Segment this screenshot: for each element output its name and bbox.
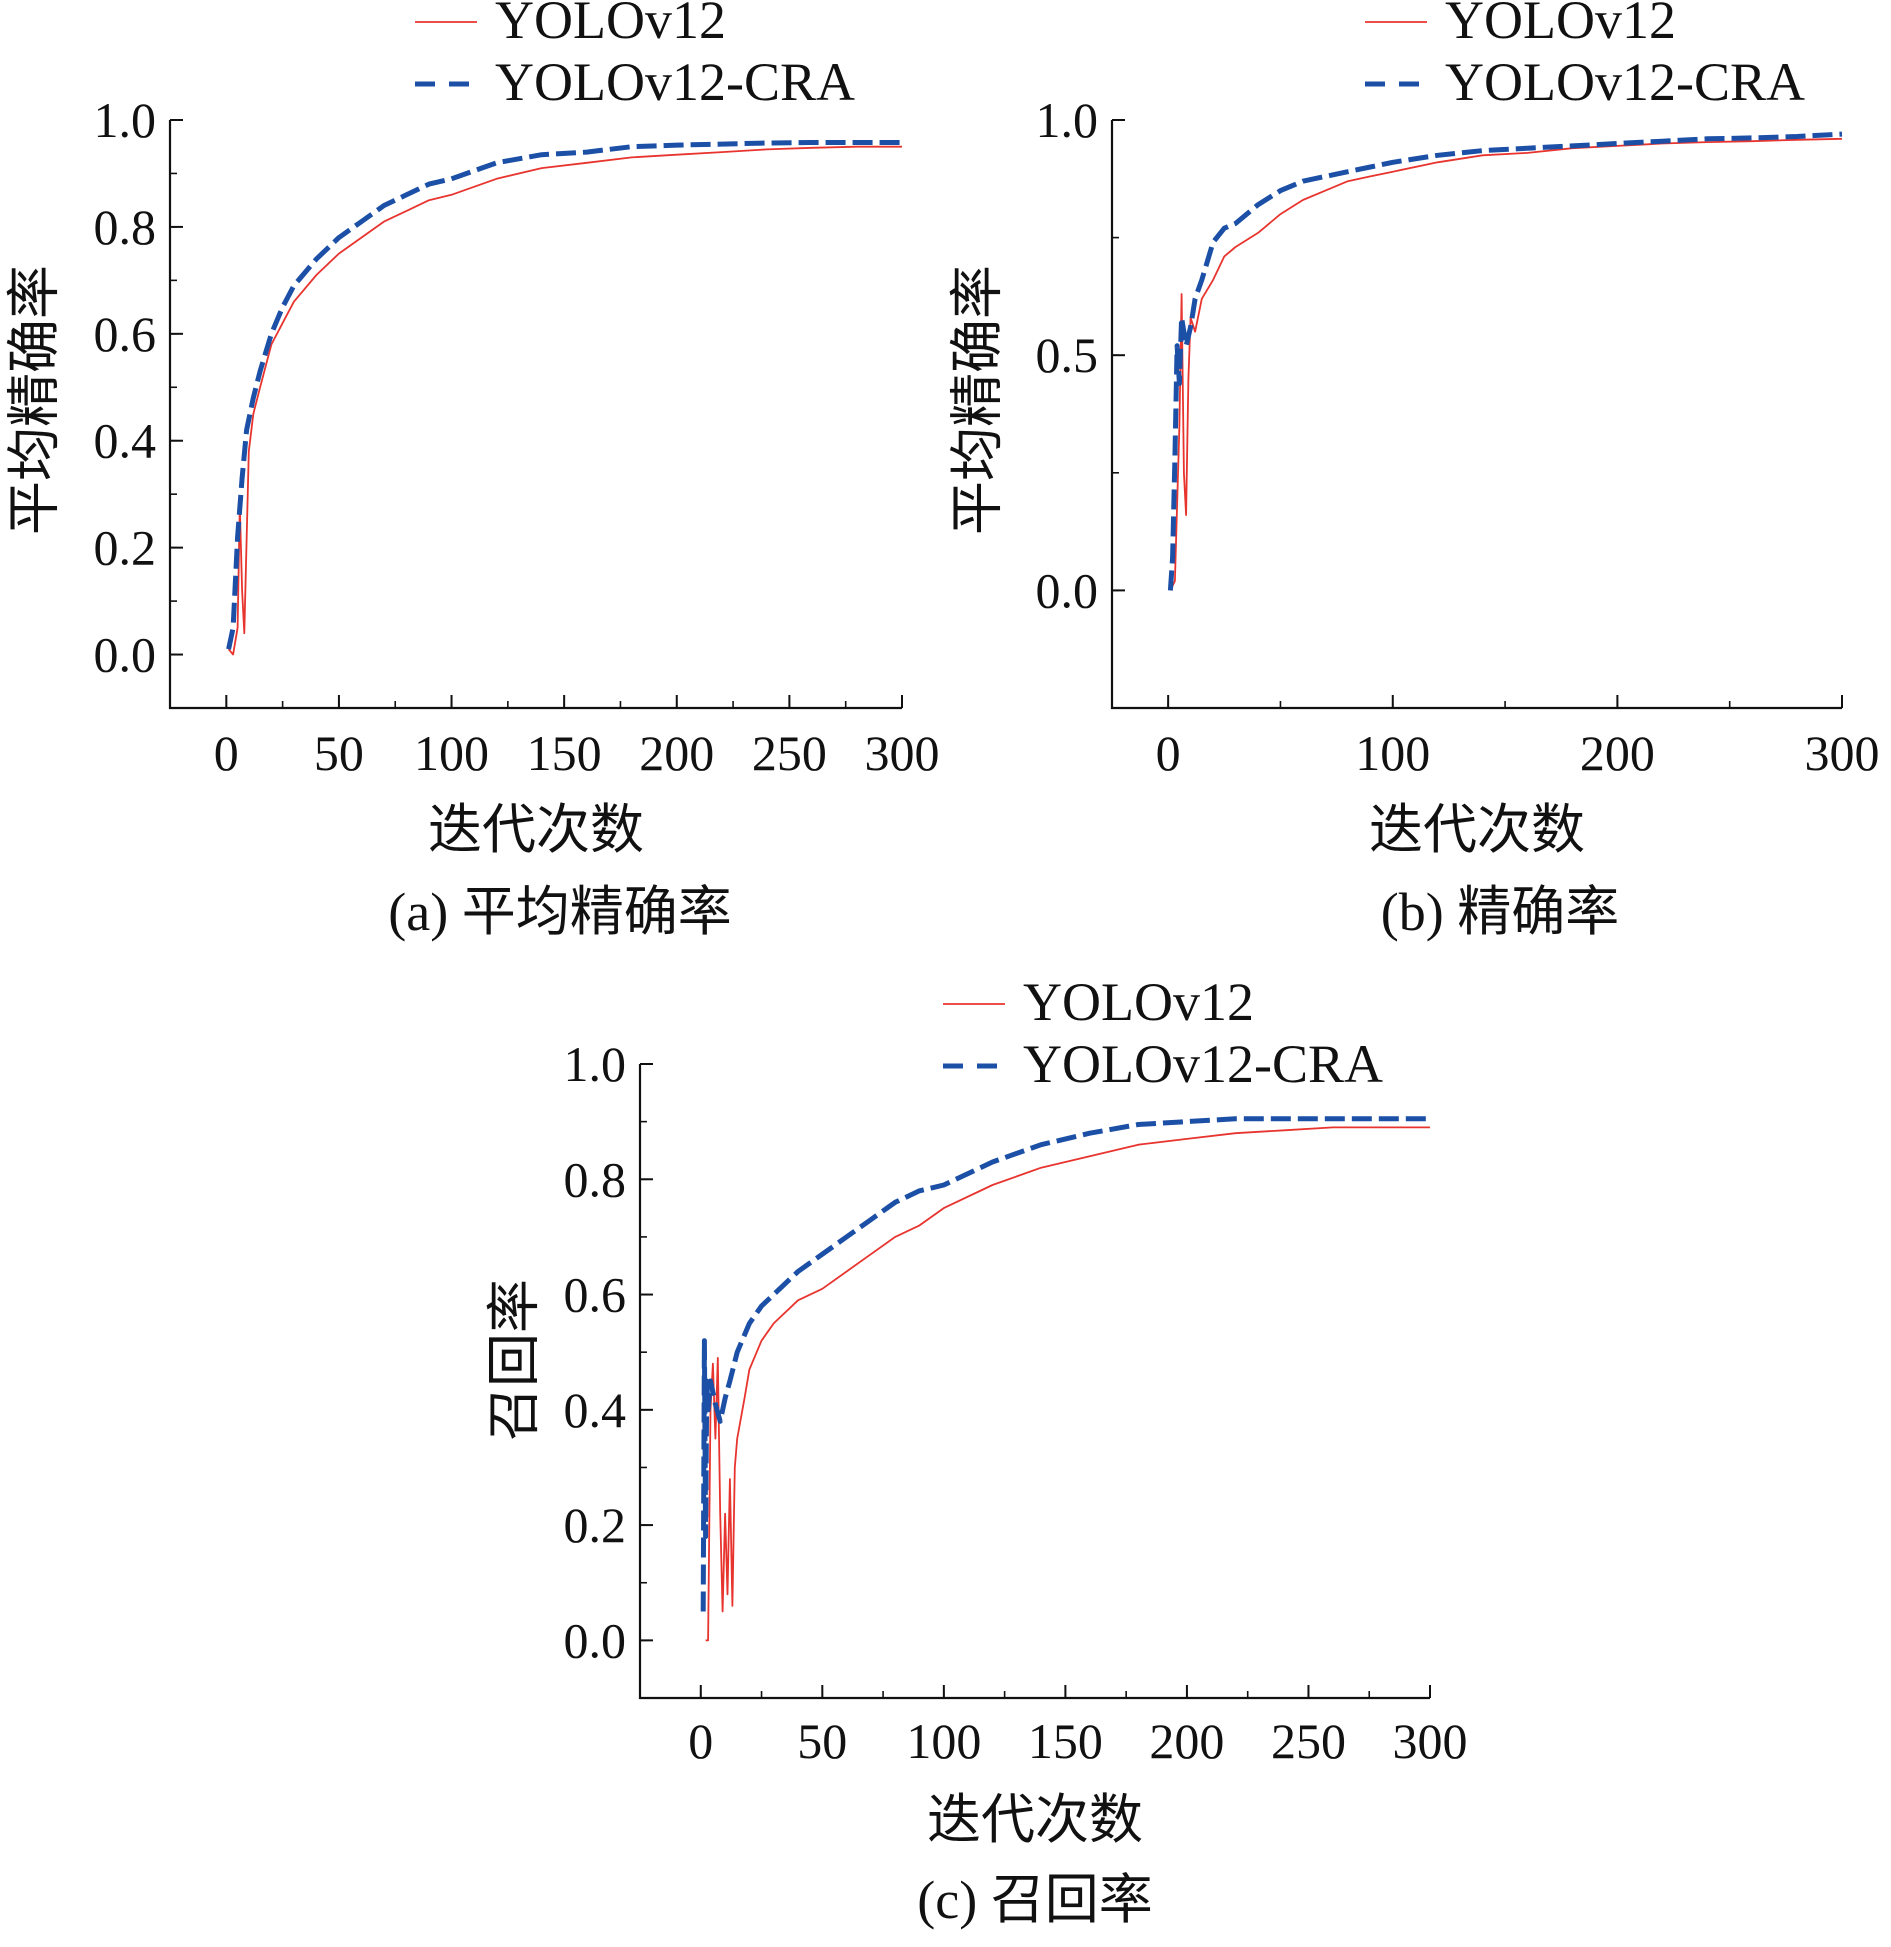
legend-label: YOLOv12-CRA [1023, 1034, 1383, 1094]
legend-label: YOLOv12 [495, 0, 726, 50]
y-tick-label: 0.2 [564, 1497, 627, 1553]
chart-axes [168, 120, 902, 710]
chart-axes [638, 1064, 1430, 1700]
x-axis-title: 迭代次数 [927, 1790, 1143, 1850]
y-axis-title: 平均精确率 [4, 265, 64, 535]
x-axis-title: 迭代次数 [428, 800, 644, 860]
x-tick-label: 50 [797, 1713, 847, 1769]
x-tick-label: 250 [752, 725, 827, 781]
x-axis-title: 迭代次数 [1369, 800, 1585, 860]
y-axis-title: 平均精确率 [947, 265, 1007, 535]
x-tick-label: 0 [214, 725, 239, 781]
x-tick-label: 200 [639, 725, 714, 781]
series-line-yolov12 [705, 1126, 1430, 1642]
y-tick-label: 0.0 [564, 1612, 627, 1668]
x-tick-label: 150 [527, 725, 602, 781]
y-tick-label: 0.8 [94, 199, 157, 255]
x-tick-label: 0 [688, 1713, 713, 1769]
y-tick-label: 0.0 [1036, 562, 1099, 618]
x-tick-label: 300 [1805, 725, 1880, 781]
legend-label: YOLOv12 [1445, 0, 1676, 50]
series-line-yolov12-cra [700, 1116, 1430, 1612]
series-line-yolov12 [1169, 137, 1843, 591]
legend-label: YOLOv12 [1023, 972, 1254, 1032]
y-tick-label: 1.0 [1036, 92, 1099, 148]
legend-label: YOLOv12-CRA [1445, 52, 1805, 112]
panel-caption: (a) 平均精确率 [388, 882, 731, 942]
y-tick-label: 0.6 [564, 1267, 627, 1323]
y-tick-label: 0.4 [94, 413, 157, 469]
y-tick-label: 0.5 [1036, 327, 1099, 383]
panel-caption: (b) 精确率 [1381, 882, 1619, 942]
y-axis-title: 召回率 [484, 1279, 544, 1441]
x-tick-label: 200 [1149, 1713, 1224, 1769]
x-tick-label: 0 [1156, 725, 1181, 781]
chart-panel-3: 0 50 100 150 200 250 300 0.0 0.2 0.4 0.6 0.8 1.0 迭代次数… [484, 972, 1467, 1930]
x-tick-label: 100 [414, 725, 489, 781]
series-line-yolov12 [227, 145, 902, 656]
legend-label: YOLOv12-CRA [495, 52, 855, 112]
x-tick-label: 100 [906, 1713, 981, 1769]
y-tick-label: 1.0 [94, 92, 157, 148]
y-tick-label: 1.0 [564, 1036, 627, 1092]
chart-panel-2: 0 100 200 300 0.0 0.5 1.0 迭代次数 平均精确率 (b) 精确率 YOLOv… [947, 0, 1879, 942]
x-tick-label: 50 [314, 725, 364, 781]
x-tick-label: 300 [1393, 1713, 1468, 1769]
x-tick-label: 250 [1271, 1713, 1346, 1769]
y-tick-label: 0.8 [564, 1151, 627, 1207]
y-tick-label: 0.2 [94, 520, 157, 576]
chart-panel-1: 0 50 100 150 200 250 300 0.0 0.2 0.4 0.6 0.8 1.0 迭代次数… [4, 0, 939, 942]
x-tick-label: 200 [1580, 725, 1655, 781]
x-tick-label: 300 [865, 725, 940, 781]
panel-caption: (c) 召回率 [917, 1870, 1152, 1930]
series-line-yolov12-cra [226, 140, 902, 650]
y-tick-label: 0.0 [94, 627, 157, 683]
x-tick-label: 150 [1028, 1713, 1103, 1769]
series-line-yolov12-cra [1167, 131, 1843, 591]
y-tick-label: 0.4 [564, 1382, 627, 1438]
x-tick-label: 100 [1355, 725, 1430, 781]
y-tick-label: 0.6 [94, 306, 157, 362]
chart-axes [1110, 120, 1842, 710]
